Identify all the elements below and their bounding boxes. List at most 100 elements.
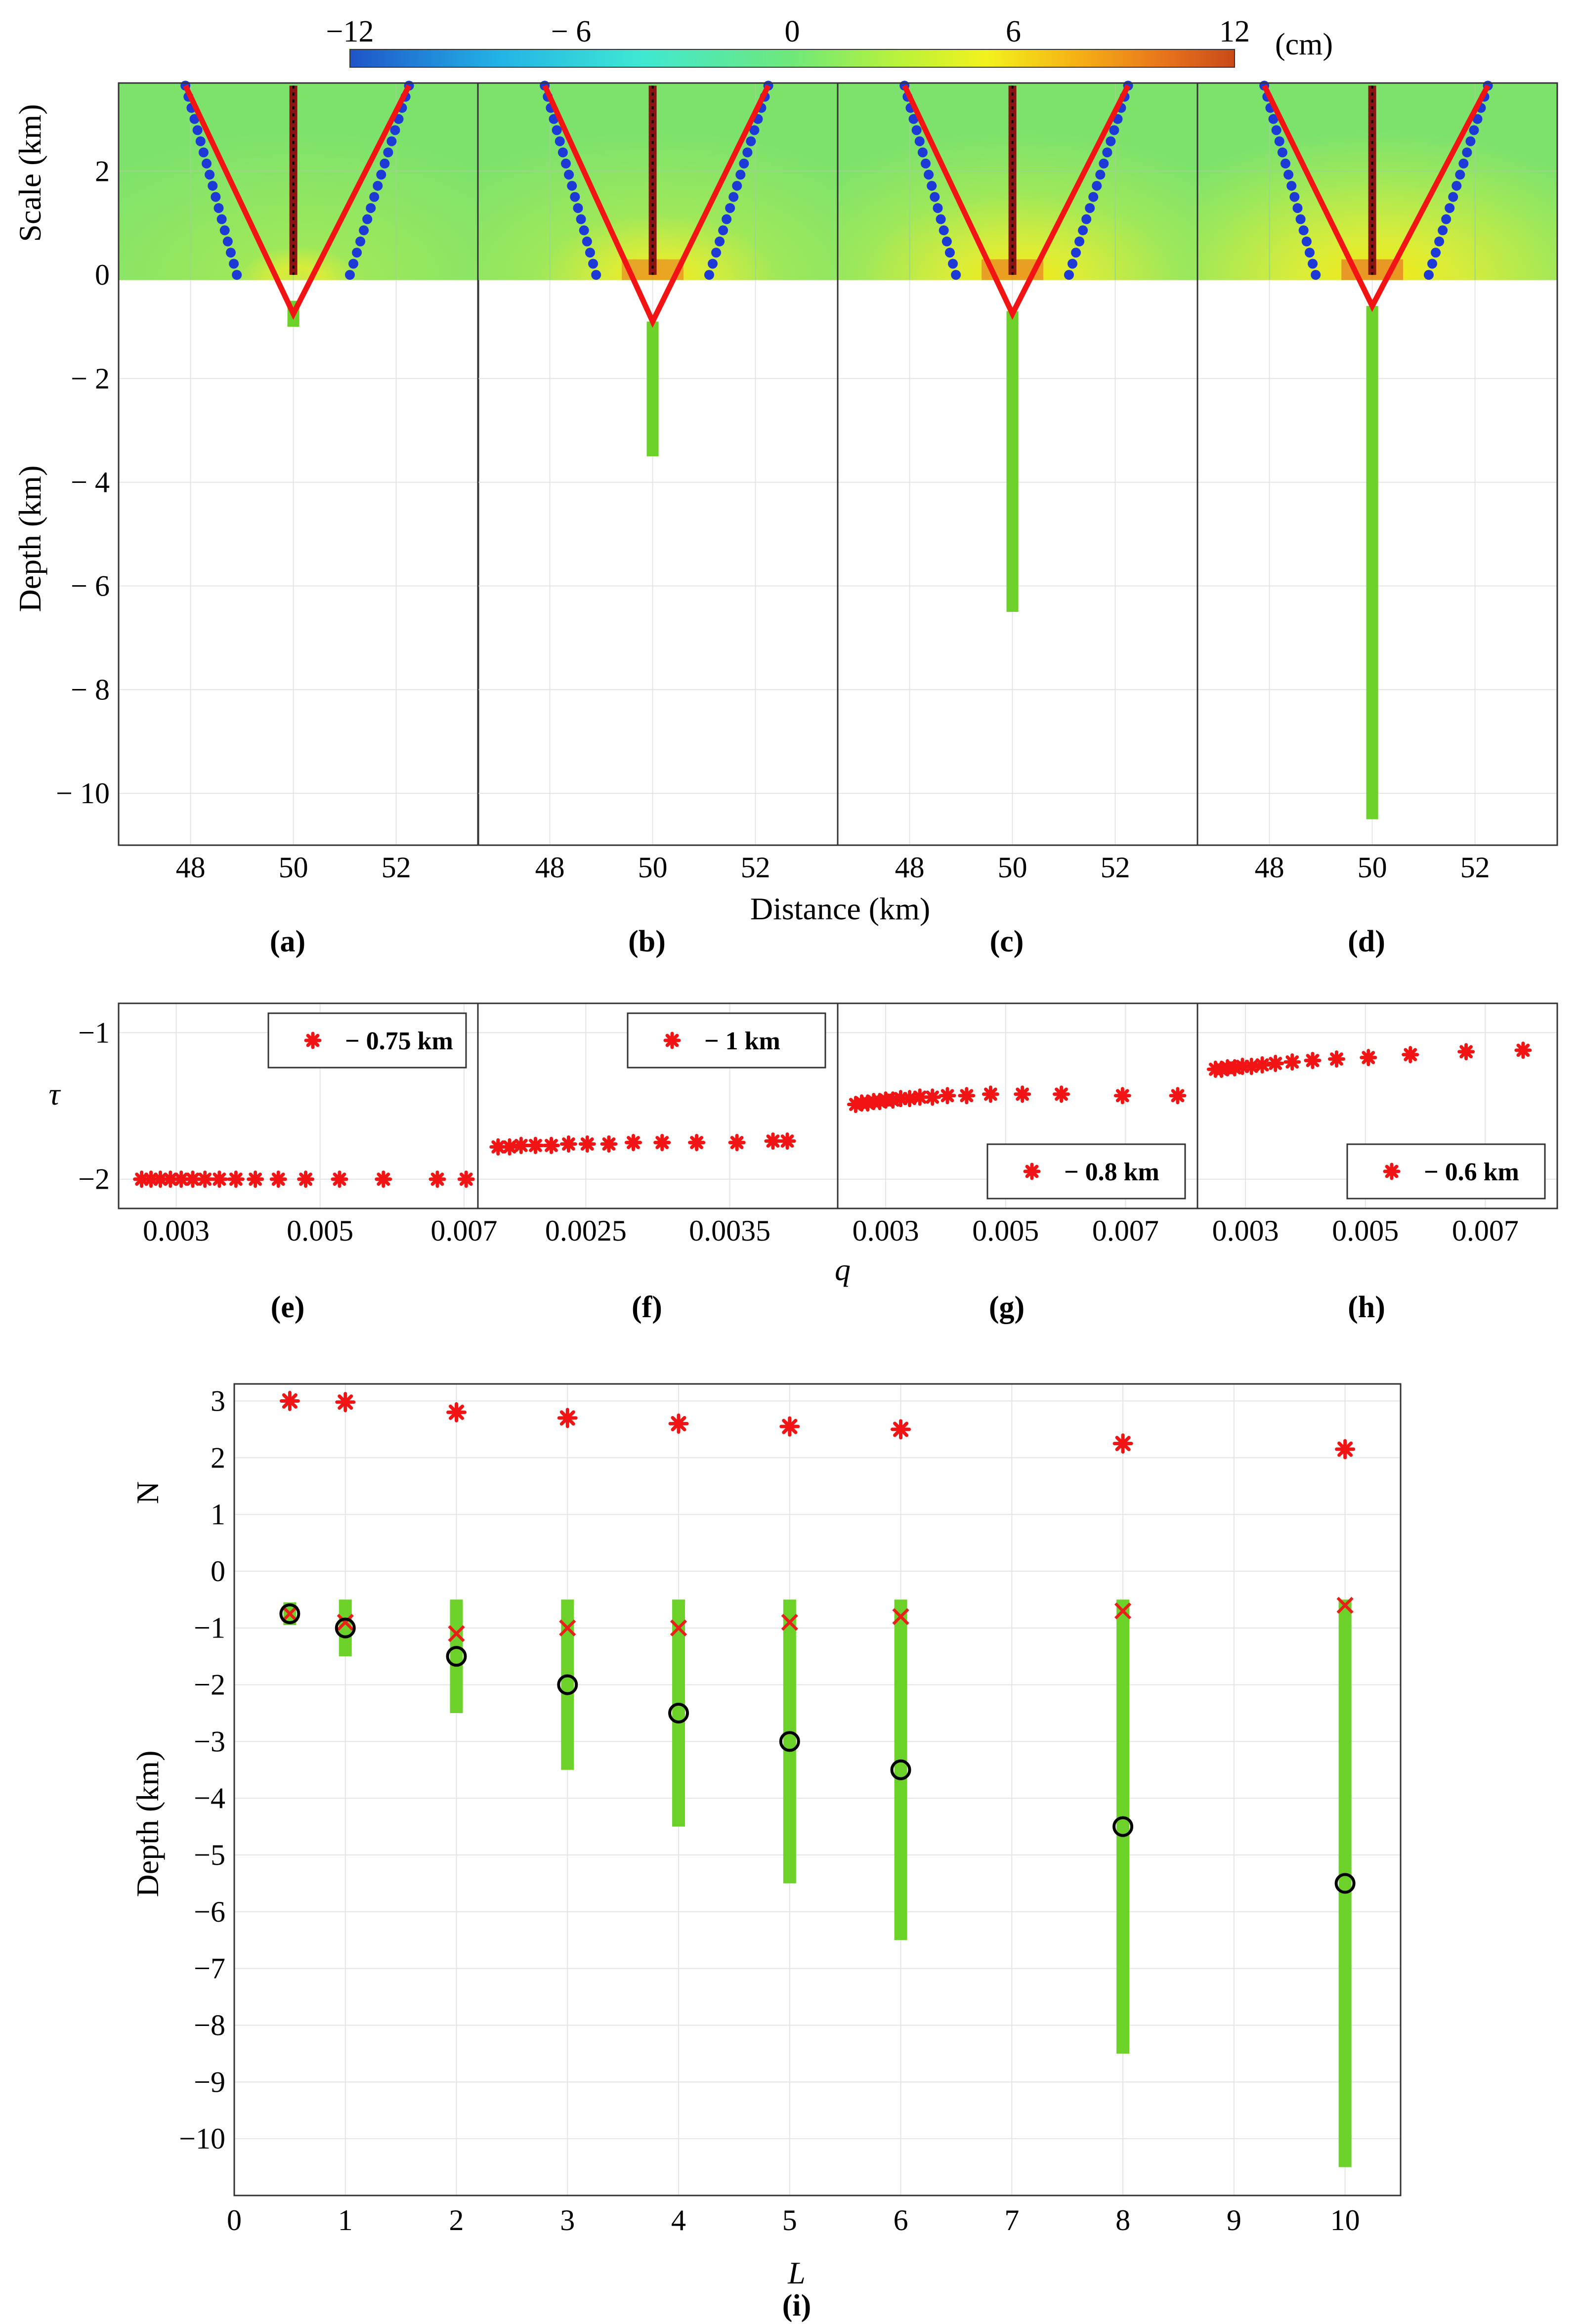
- x-tick-label: 52: [1101, 851, 1130, 884]
- data-point: [428, 1170, 446, 1188]
- tau-q-panel-2: − 0.8 km 0.003 0.005 0.007 (g): [837, 1002, 1198, 1324]
- observation-point: [1427, 258, 1438, 269]
- observation-point: [1074, 236, 1085, 247]
- legend-marker: [1383, 1162, 1401, 1180]
- x-tick-label: 48: [1255, 851, 1284, 884]
- data-point: [162, 1170, 179, 1188]
- data-point-stroke: [135, 1172, 148, 1186]
- observation-point: [725, 203, 735, 213]
- y-tick-label: −8: [194, 2009, 225, 2042]
- data-point: [688, 1134, 706, 1152]
- observation-point: [1424, 270, 1434, 280]
- observation-point: [1092, 180, 1102, 191]
- center-circle: [779, 1731, 800, 1752]
- panel-label: (g): [989, 1291, 1025, 1324]
- x-tick-label: 0.003: [143, 1214, 210, 1247]
- observation-point: [1271, 125, 1281, 135]
- colorbar-unit: (cm): [1275, 28, 1333, 61]
- data-point: [196, 1170, 214, 1188]
- observation-point: [927, 180, 937, 191]
- legend-box: [627, 1012, 826, 1069]
- data-point: [1457, 1043, 1475, 1061]
- data-point-stroke: [1330, 1052, 1343, 1066]
- x-tick-label: 2: [449, 2204, 464, 2237]
- apex-cross: [892, 1608, 909, 1625]
- panel-label: (c): [990, 925, 1024, 958]
- data-point-stroke: [186, 1172, 200, 1186]
- bottom-panel-label: (i): [782, 2289, 811, 2323]
- y-tick-label: −7: [194, 1952, 225, 1985]
- observation-point: [369, 192, 380, 202]
- observation-point: [1283, 170, 1294, 180]
- observation-point: [718, 225, 728, 236]
- n-point-stroke: [671, 1416, 686, 1431]
- observation-point: [1281, 158, 1291, 169]
- observation-point: [355, 236, 366, 247]
- data-point-stroke: [627, 1136, 640, 1150]
- observation-point: [192, 125, 203, 135]
- data-point-stroke: [529, 1139, 542, 1152]
- observation-point: [911, 125, 922, 135]
- observation-point: [1472, 114, 1483, 124]
- y-tick-label: −3: [194, 1725, 225, 1758]
- observation-point: [742, 147, 753, 158]
- data-point: [501, 1138, 518, 1156]
- y-tick-label: − 8: [71, 673, 110, 706]
- observation-point: [1438, 225, 1448, 236]
- data-point-stroke: [655, 1136, 669, 1150]
- observation-point: [591, 270, 601, 280]
- legend-marker: [304, 1032, 322, 1049]
- observation-point: [579, 225, 589, 236]
- observation-point: [722, 214, 732, 224]
- legend-box: [986, 1143, 1186, 1200]
- data-point-stroke: [198, 1172, 212, 1186]
- data-point-stroke: [1171, 1089, 1185, 1103]
- panel-label: (h): [1348, 1291, 1385, 1324]
- observation-point: [362, 214, 373, 224]
- v-profile: [1262, 84, 1491, 312]
- depth-range-bar: [894, 1599, 907, 1940]
- x-tick-label: 0: [227, 2204, 242, 2237]
- observation-point: [948, 258, 958, 269]
- observation-point: [1308, 258, 1318, 269]
- data-point-stroke: [730, 1136, 744, 1150]
- apex-cross-stroke: [281, 1605, 299, 1623]
- apex-cross-stroke: [1114, 1602, 1132, 1620]
- data-point-stroke: [984, 1087, 997, 1101]
- y-tick-label: −4: [194, 1782, 225, 1814]
- center-circle: [557, 1674, 578, 1695]
- data-point-stroke: [1016, 1087, 1029, 1101]
- apex-cross: [559, 1619, 576, 1636]
- observation-point: [914, 136, 925, 146]
- n-point-stroke: [1115, 1436, 1131, 1452]
- map-panels: 48 50 52 (a) 2 0 − 2 − 4 − 6 − 8 − 10 48 50 52 (b) 48 50…: [56, 81, 1558, 958]
- bottom-ylabel-n: N: [130, 1481, 165, 1504]
- data-point: [624, 1134, 642, 1152]
- v-profile: [902, 84, 1131, 320]
- n-point-stroke: [449, 1404, 465, 1420]
- data-point: [764, 1132, 782, 1150]
- data-point-stroke: [940, 1089, 954, 1103]
- data-point-stroke: [430, 1172, 444, 1186]
- data-point-stroke: [503, 1140, 516, 1154]
- observation-point: [732, 180, 742, 191]
- panel-label: (a): [270, 925, 305, 958]
- observation-point: [735, 170, 746, 180]
- observation-point: [1102, 147, 1112, 158]
- colorbar: −12 − 6 0 6 12 (cm): [326, 15, 1333, 68]
- data-point: [939, 1087, 956, 1105]
- observation-point: [211, 192, 221, 202]
- data-point-stroke: [229, 1172, 243, 1186]
- observation-point: [941, 236, 952, 247]
- y-tick-label: −2: [194, 1669, 225, 1701]
- observation-point: [951, 270, 961, 280]
- colorbar-tick-label: −12: [326, 15, 374, 48]
- map-panel-1: 48 50 52 (b): [477, 81, 839, 958]
- data-point: [1402, 1046, 1419, 1064]
- depth-range-bar: [672, 1599, 685, 1827]
- observation-point: [205, 170, 215, 180]
- legend-box: [1346, 1143, 1546, 1200]
- data-point-stroke: [1362, 1051, 1375, 1065]
- observation-point: [704, 270, 714, 280]
- observation-point: [939, 225, 949, 236]
